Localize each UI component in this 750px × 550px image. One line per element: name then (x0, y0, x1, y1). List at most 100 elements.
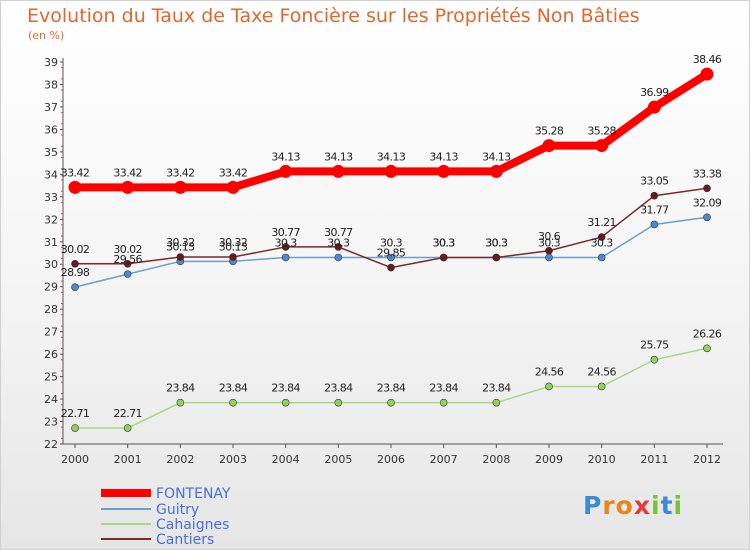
data-label-fontenay: 36.99 (640, 86, 669, 99)
y-tick-label: 37 (44, 101, 58, 114)
data-label-cantiers: 30.32 (219, 236, 248, 249)
y-tick-label: 30 (44, 258, 58, 271)
data-point-guitry (334, 253, 343, 262)
data-point-cahaignes (387, 398, 395, 407)
legend-label-fontenay: FONTENAY (156, 486, 231, 502)
data-point-cantiers (176, 253, 185, 261)
data-label-guitry: 28.98 (61, 266, 90, 279)
data-label-cahaignes: 26.26 (693, 327, 722, 340)
data-label-guitry: 30.3 (275, 236, 298, 249)
data-point-cahaignes (229, 398, 237, 407)
data-label-cahaignes: 23.84 (377, 382, 406, 395)
y-tick-label: 38 (44, 78, 58, 91)
data-point-cantiers (545, 246, 553, 255)
data-point-cahaignes (492, 398, 501, 407)
y-tick-label: 27 (44, 326, 58, 339)
y-tick-label: 32 (44, 213, 58, 226)
data-point-cahaignes (71, 424, 79, 432)
data-point-cantiers (492, 253, 501, 262)
data-label-cantiers: 29.85 (377, 247, 406, 260)
x-tick-label: 2002 (166, 453, 194, 466)
data-label-guitry: 30.3 (591, 236, 614, 249)
data-point-cantiers (703, 184, 711, 193)
chart-title: Evolution du Taux de Taxe Foncière sur l… (27, 5, 640, 27)
data-label-cahaignes: 23.84 (271, 382, 300, 395)
data-point-cantiers (229, 253, 237, 261)
data-point-cahaignes (176, 398, 185, 407)
data-point-cahaignes (334, 398, 343, 407)
data-point-fontenay (595, 139, 609, 153)
data-point-guitry (703, 213, 711, 222)
data-label-fontenay: 33.42 (61, 166, 90, 179)
data-label-cantiers: 30.02 (61, 243, 90, 256)
data-point-cahaignes (703, 344, 711, 353)
data-label-cantiers: 30.6 (538, 230, 561, 243)
data-label-guitry: 30.3 (485, 236, 508, 249)
data-point-cantiers (334, 243, 343, 251)
x-tick-label: 2010 (588, 453, 616, 466)
data-point-cahaignes (650, 355, 659, 364)
data-point-fontenay (437, 164, 451, 178)
data-point-cantiers (650, 191, 659, 200)
data-label-fontenay: 34.13 (482, 150, 511, 163)
data-point-fontenay (700, 67, 714, 81)
data-point-fontenay (489, 164, 503, 178)
legend-label-cantiers: Cantiers (156, 532, 214, 548)
data-label-cantiers: 31.21 (587, 216, 616, 229)
data-label-cahaignes: 22.71 (113, 407, 142, 420)
y-tick-label: 29 (44, 281, 58, 294)
data-label-fontenay: 34.13 (429, 150, 458, 163)
legend-label-guitry: Guitry (156, 502, 199, 518)
data-label-guitry: 30.3 (327, 236, 350, 249)
data-label-guitry: 30.3 (538, 236, 561, 249)
chart-unit-label: (en %) (28, 29, 65, 42)
data-point-fontenay (226, 180, 240, 194)
y-tick-label: 22 (44, 438, 58, 451)
data-label-fontenay: 34.13 (271, 150, 300, 163)
data-label-guitry: 30.13 (166, 240, 195, 253)
y-tick-label: 34 (44, 168, 58, 181)
data-label-fontenay: 33.42 (219, 166, 248, 179)
y-tick-label: 39 (44, 56, 58, 69)
x-tick-label: 2009 (535, 453, 563, 466)
data-point-fontenay (68, 180, 82, 194)
data-label-fontenay: 35.28 (587, 125, 616, 138)
data-label-guitry: 29.56 (113, 253, 142, 266)
data-point-cantiers (439, 253, 448, 262)
data-label-cahaignes: 23.84 (429, 382, 458, 395)
y-tick-label: 28 (44, 303, 58, 316)
y-tick-label: 24 (44, 393, 58, 406)
x-tick-label: 2006 (377, 453, 405, 466)
data-point-guitry (123, 270, 132, 278)
y-tick-label: 33 (44, 191, 58, 204)
data-point-cahaignes (597, 382, 606, 391)
data-label-cahaignes: 22.71 (61, 407, 90, 420)
data-label-fontenay: 33.42 (113, 166, 142, 179)
data-label-guitry: 30.3 (433, 236, 456, 249)
x-tick-label: 2007 (430, 453, 458, 466)
data-label-cahaignes: 25.75 (640, 339, 669, 352)
data-label-cantiers: 33.38 (693, 167, 722, 180)
data-label-cantiers: 30.32 (166, 236, 195, 249)
data-point-cahaignes (439, 398, 448, 407)
data-point-cahaignes (123, 424, 132, 432)
brand-logo: Proxiti (583, 491, 684, 520)
data-point-fontenay (121, 180, 135, 194)
data-label-fontenay: 34.13 (377, 150, 406, 163)
data-label-cantiers: 30.3 (433, 236, 456, 249)
data-label-cahaignes: 23.84 (482, 382, 511, 395)
data-point-cantiers (123, 259, 132, 268)
data-label-guitry: 30.3 (380, 236, 403, 249)
x-tick-label: 2011 (640, 453, 668, 466)
data-label-cahaignes: 24.56 (587, 365, 616, 378)
data-label-cantiers: 30.02 (113, 243, 142, 256)
legend-label-cahaignes: Cahaignes (156, 517, 229, 533)
data-label-fontenay: 34.13 (324, 150, 353, 163)
data-label-cantiers: 30.3 (485, 236, 508, 249)
data-point-fontenay (647, 100, 661, 114)
data-label-fontenay: 35.28 (535, 125, 564, 138)
data-point-cantiers (71, 259, 79, 268)
x-tick-label: 2003 (219, 453, 247, 466)
x-tick-label: 2008 (482, 453, 510, 466)
